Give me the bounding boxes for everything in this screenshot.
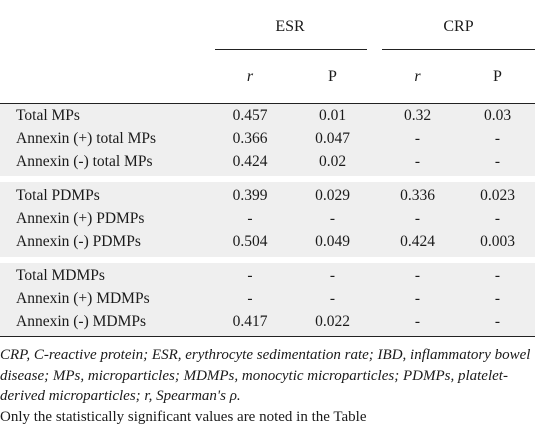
group-header-esr: ESR	[215, 18, 365, 36]
esr-r-cell: 0.457	[215, 107, 285, 125]
crp-p-cell: -	[460, 290, 535, 308]
subheader-crp-p: P	[460, 68, 535, 86]
crp-r-cell: 0.424	[380, 233, 455, 251]
abbreviations-note: CRP, C-reactive protein; ESR, erythrocyt…	[0, 345, 535, 407]
row-label: Annexin (+) MDMPs	[16, 290, 150, 308]
esr-r-cell: -	[215, 267, 285, 285]
row-label: Annexin (-) total MPs	[16, 153, 152, 171]
row-label: Total MPs	[16, 107, 80, 125]
crp-r-cell: 0.32	[380, 107, 455, 125]
table-row: Annexin (-) MDMPs 0.417 0.022 - -	[0, 311, 535, 334]
crp-p-cell: -	[460, 130, 535, 148]
crp-p-cell: -	[460, 210, 535, 228]
group-header-crp: CRP	[382, 18, 535, 36]
crp-p-cell: -	[460, 313, 535, 331]
esr-r-cell: 0.366	[215, 130, 285, 148]
esr-p-cell: -	[295, 210, 370, 228]
table-row: Total MPs 0.457 0.01 0.32 0.03	[0, 105, 535, 128]
esr-p-cell: 0.049	[295, 233, 370, 251]
row-label: Annexin (+) total MPs	[16, 130, 156, 148]
crp-r-cell: -	[380, 130, 455, 148]
esr-r-cell: 0.417	[215, 313, 285, 331]
table-footnote: CRP, C-reactive protein; ESR, erythrocyt…	[0, 345, 535, 427]
table-row: Total PDMPs 0.399 0.029 0.336 0.023	[0, 185, 535, 208]
crp-p-cell: -	[460, 153, 535, 171]
esr-r-cell: -	[215, 290, 285, 308]
esr-r-cell: 0.424	[215, 153, 285, 171]
crp-r-cell: -	[380, 267, 455, 285]
row-label: Total MDMPs	[16, 267, 105, 285]
esr-p-cell: 0.029	[295, 187, 370, 205]
bottom-rule	[0, 336, 535, 337]
table-row: Annexin (+) total MPs 0.366 0.047 - -	[0, 128, 535, 151]
group-underline-crp	[382, 49, 535, 50]
crp-p-cell: 0.003	[460, 233, 535, 251]
esr-p-cell: 0.02	[295, 153, 370, 171]
subheader-esr-r: r	[215, 68, 285, 86]
esr-r-cell: 0.399	[215, 187, 285, 205]
table-row: Annexin (+) PDMPs - - - -	[0, 208, 535, 231]
table-row: Annexin (+) MDMPs - - - -	[0, 288, 535, 311]
table-row: Total MDMPs - - - -	[0, 265, 535, 288]
subheader-esr-p: P	[295, 68, 370, 86]
crp-p-cell: 0.023	[460, 187, 535, 205]
row-label: Annexin (+) PDMPs	[16, 210, 144, 228]
table-header: ESR CRP r P r P	[0, 0, 535, 103]
row-label: Annexin (-) PDMPs	[16, 233, 141, 251]
group-underline-esr	[215, 49, 367, 50]
esr-p-cell: 0.047	[295, 130, 370, 148]
crp-r-cell: 0.336	[380, 187, 455, 205]
row-label: Annexin (-) MDMPs	[16, 313, 146, 331]
esr-p-cell: -	[295, 267, 370, 285]
crp-r-cell: -	[380, 313, 455, 331]
crp-r-cell: -	[380, 210, 455, 228]
subheader-crp-r: r	[380, 68, 455, 86]
row-label: Total PDMPs	[16, 187, 100, 205]
esr-p-cell: -	[295, 290, 370, 308]
esr-r-cell: -	[215, 210, 285, 228]
crp-p-cell: 0.03	[460, 107, 535, 125]
esr-p-cell: 0.022	[295, 313, 370, 331]
crp-r-cell: -	[380, 290, 455, 308]
significance-note: Only the statistically significant value…	[0, 407, 535, 427]
table-row: Annexin (-) total MPs 0.424 0.02 - -	[0, 151, 535, 174]
table-row: Annexin (-) PDMPs 0.504 0.049 0.424 0.00…	[0, 231, 535, 254]
esr-r-cell: 0.504	[215, 233, 285, 251]
crp-p-cell: -	[460, 267, 535, 285]
crp-r-cell: -	[380, 153, 455, 171]
esr-p-cell: 0.01	[295, 107, 370, 125]
